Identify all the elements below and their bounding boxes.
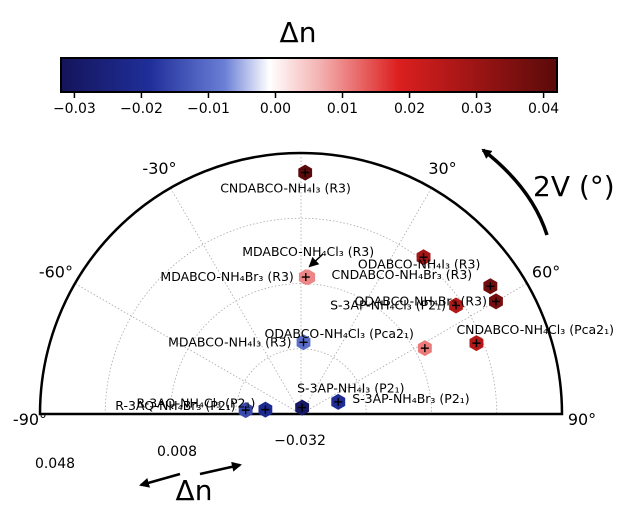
- radial-gridline: [104, 217, 498, 415]
- data-point-label: ODABCO-NH₄I₃ (R3): [358, 256, 480, 271]
- angle-tick-label: 60°: [532, 263, 560, 282]
- data-point-label: CNDABCO-NH₄Cl₃ (Pca2₁): [456, 322, 614, 337]
- data-point-label: S-3AP-NH₄I₃ (P2₁): [297, 381, 404, 396]
- data-point-label: CNDABCO-NH₄Br₃ (R3): [332, 267, 473, 282]
- data-point-label: MDABCO-NH₄Cl₃ (R3): [242, 244, 374, 259]
- data-point-cross: [301, 273, 310, 282]
- angular-gridline: [74, 283, 302, 415]
- data-point-label: MDABCO-NH₄I₃ (R3): [168, 334, 291, 349]
- data-point-label: CNDABCO-NH₄I₃ (R3): [220, 181, 351, 196]
- data-point-cross: [299, 338, 308, 347]
- data-point-label: ODABCO-NH₄Br₃ (R3): [355, 293, 487, 308]
- radial-axis-label: Δn: [176, 474, 213, 506]
- colorbar-tick-label: −0.03: [53, 101, 96, 117]
- data-point-label: ODABCO-NH₄Cl₃ (Pca2₁): [265, 326, 414, 341]
- data-point-cross: [491, 297, 500, 306]
- radial-arrow-left: [139, 472, 181, 488]
- radial-tick-label: −0.032: [274, 433, 326, 449]
- colorbar-tick-label: 0.01: [327, 101, 358, 117]
- colorbar-tick-label: −0.02: [120, 101, 163, 117]
- colorbar-ticks: −0.03 −0.02 −0.01 0.00 0.01 0.02 0.03 0.04: [53, 92, 559, 117]
- data-point-cross: [298, 403, 307, 412]
- data-point-label: R-3AQ-NH₄Cl₃ (P2₁): [137, 396, 256, 411]
- point-labels: CNDABCO-NH₄I₃ (R3) MDABCO-NH₄Cl₃ (R3) MDAB…: [115, 181, 614, 414]
- angular-gridline: [170, 187, 302, 415]
- data-point-cross: [334, 397, 343, 406]
- angle-tick-label: -30°: [142, 159, 176, 178]
- angle-tick-label: -90°: [13, 410, 47, 429]
- data-point-cross: [301, 168, 310, 177]
- polar-frame: [38, 151, 564, 416]
- data-point-label: S-3AP-NH₄Br₃ (P2₁): [352, 391, 469, 406]
- colorbar-tick-label: 0.03: [461, 101, 492, 117]
- data-point-cross: [261, 405, 270, 414]
- radial-tick-labels: −0.032 0.008 0.048: [35, 433, 326, 472]
- angle-tick-label: -60°: [39, 263, 73, 282]
- angle-tick-label: 30°: [428, 159, 456, 178]
- data-point-label: R-3AQ-NH₄Br₃ (P2₁): [115, 398, 235, 413]
- data-point-cross: [452, 301, 461, 310]
- data-point-label: MDABCO-NH₄Br₃ (R3): [160, 269, 293, 284]
- data-points: [238, 164, 503, 419]
- data-point-cross: [486, 282, 495, 291]
- radial-tick-label: 0.048: [35, 456, 75, 472]
- radial-tick-label: 0.008: [157, 444, 197, 460]
- data-point-label: S-3AP-NH₄Cl₃ (P2₁): [330, 297, 446, 312]
- colorbar-tick-label: −0.01: [187, 101, 230, 117]
- radial-gridline: [170, 283, 432, 415]
- data-point-cross: [420, 344, 429, 353]
- colorbar-tick-label: 0.04: [528, 101, 559, 117]
- data-point-cross: [472, 339, 481, 348]
- annotation-arrow: [308, 253, 324, 268]
- colorbar: [60, 57, 558, 93]
- angular-tick-labels: -90° -60° -30° 30° 60° 90°: [13, 159, 596, 429]
- colorbar-tick-label: 0.02: [394, 101, 425, 117]
- data-point-cross: [241, 406, 250, 415]
- colorbar-tick-label: 0.00: [260, 101, 291, 117]
- radial-arrow-right: [199, 461, 242, 476]
- angle-tick-label: 90°: [568, 410, 596, 429]
- colorbar-title: Δn: [280, 16, 317, 49]
- angular-gridline: [300, 187, 432, 415]
- angle-direction-arrow: [481, 148, 549, 236]
- angular-axis-label: 2V (°): [533, 170, 615, 203]
- data-point-cross: [419, 253, 428, 262]
